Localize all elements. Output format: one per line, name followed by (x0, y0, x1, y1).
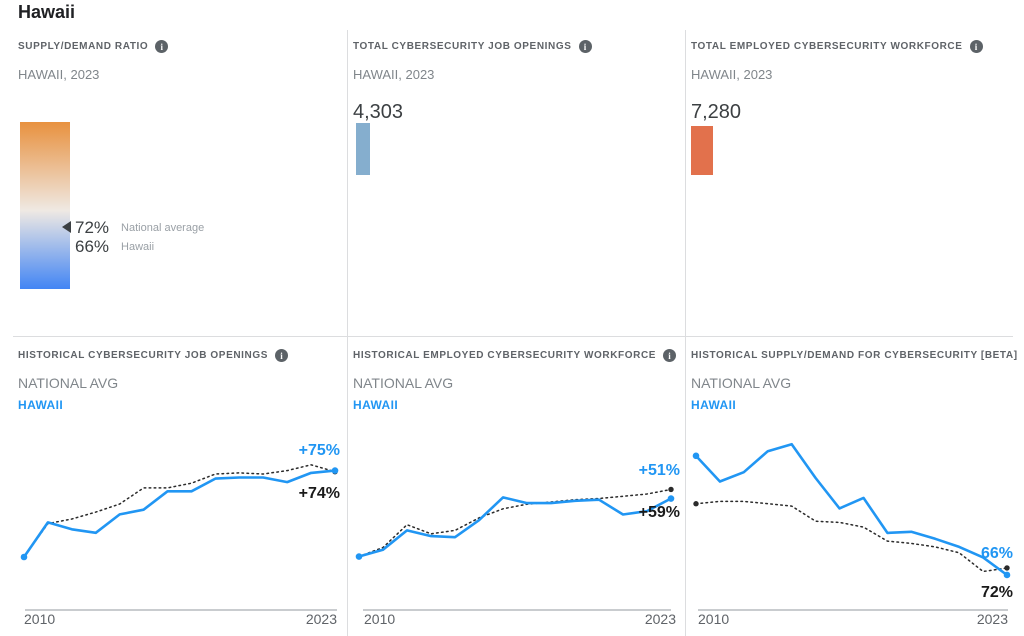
panel-header: HISTORICAL EMPLOYED CYBERSECURITY WORKFO… (353, 349, 677, 362)
panel-subtitle: HAWAII, 2023 (18, 67, 100, 82)
national-ratio-value: 72% (75, 217, 110, 237)
panel-header: TOTAL CYBERSECURITY JOB OPENINGS i (353, 40, 592, 53)
panel-title: TOTAL CYBERSECURITY JOB OPENINGS (353, 41, 572, 52)
panel-header: TOTAL EMPLOYED CYBERSECURITY WORKFORCE i (691, 40, 983, 53)
panel-historical-workforce: HISTORICAL EMPLOYED CYBERSECURITY WORKFO… (347, 336, 686, 636)
info-icon[interactable]: i (155, 40, 169, 53)
line-chart-job-openings (20, 464, 339, 611)
info-icon[interactable]: i (275, 349, 289, 362)
legend-national-avg: NATIONAL AVG (691, 375, 792, 391)
panel-title: TOTAL EMPLOYED CYBERSECURITY WORKFORCE (691, 41, 963, 52)
legend-hawaii: HAWAII (691, 398, 737, 412)
national-end-value: 72% (980, 584, 1013, 601)
legend-hawaii: HAWAII (353, 398, 399, 412)
x-axis-end-label: 2023 (644, 611, 676, 627)
job-openings-value: 4,303 (353, 101, 404, 123)
hawaii-end-value: +51% (638, 462, 680, 479)
workforce-value: 7,280 (691, 101, 742, 123)
panel-historical-job-openings: HISTORICAL CYBERSECURITY JOB OPENINGS i … (13, 336, 347, 636)
panel-header: SUPPLY/DEMAND RATIO i (18, 40, 169, 53)
info-icon[interactable]: i (969, 40, 983, 53)
panel-supply-demand-ratio: SUPPLY/DEMAND RATIO i HAWAII, 2023 72% N… (13, 30, 347, 336)
x-axis-start-label: 2010 (24, 611, 56, 627)
panel-header: HISTORICAL SUPPLY/DEMAND FOR CYBERSECURI… (691, 349, 1024, 362)
national-end-value: +74% (298, 485, 340, 502)
hawaii-end-value: 66% (980, 545, 1013, 562)
x-axis-end-label: 2023 (305, 611, 337, 627)
info-icon[interactable]: i (578, 40, 592, 53)
info-icon[interactable]: i (663, 349, 677, 362)
panel-subtitle: HAWAII, 2023 (353, 67, 435, 82)
panel-total-job-openings: TOTAL CYBERSECURITY JOB OPENINGS i HAWAI… (347, 30, 686, 336)
x-axis-end-label: 2023 (976, 611, 1008, 627)
x-axis-start-label: 2010 (698, 611, 730, 627)
line-chart-supply-demand (692, 442, 1011, 611)
state-ratio-value: 66% (75, 236, 110, 256)
workforce-bar (691, 126, 713, 175)
line-chart-workforce (355, 486, 675, 611)
national-ratio-row: 72% National average (62, 217, 205, 237)
supply-demand-gradient-bar (20, 122, 70, 289)
x-axis-start-label: 2010 (364, 611, 396, 627)
panel-subtitle: HAWAII, 2023 (691, 67, 773, 82)
legend-hawaii: HAWAII (18, 398, 64, 412)
panel-header: HISTORICAL CYBERSECURITY JOB OPENINGS i (18, 349, 289, 362)
page-title: Hawaii (18, 2, 76, 22)
job-openings-bar (356, 123, 370, 175)
panel-total-workforce: TOTAL EMPLOYED CYBERSECURITY WORKFORCE i… (685, 30, 1013, 336)
panel-title: HISTORICAL EMPLOYED CYBERSECURITY WORKFO… (353, 350, 657, 361)
legend-national-avg: NATIONAL AVG (18, 375, 119, 391)
state-ratio-label: Hawaii (121, 240, 155, 253)
state-ratio-row: 66% Hawaii (75, 237, 204, 256)
panel-historical-supply-demand: HISTORICAL SUPPLY/DEMAND FOR CYBERSECURI… (685, 336, 1017, 636)
hawaii-end-value: +75% (298, 442, 340, 459)
national-ratio-label: National average (121, 221, 205, 234)
marker-triangle-icon (62, 221, 71, 233)
legend-national-avg: NATIONAL AVG (353, 375, 454, 391)
panel-title: HISTORICAL CYBERSECURITY JOB OPENINGS (18, 350, 269, 361)
ratio-annotation: 72% National average 66% Hawaii (62, 217, 205, 256)
panel-title: HISTORICAL SUPPLY/DEMAND FOR CYBERSECURI… (691, 350, 1018, 361)
panel-title: SUPPLY/DEMAND RATIO (18, 41, 149, 52)
national-end-value: +59% (638, 504, 680, 521)
